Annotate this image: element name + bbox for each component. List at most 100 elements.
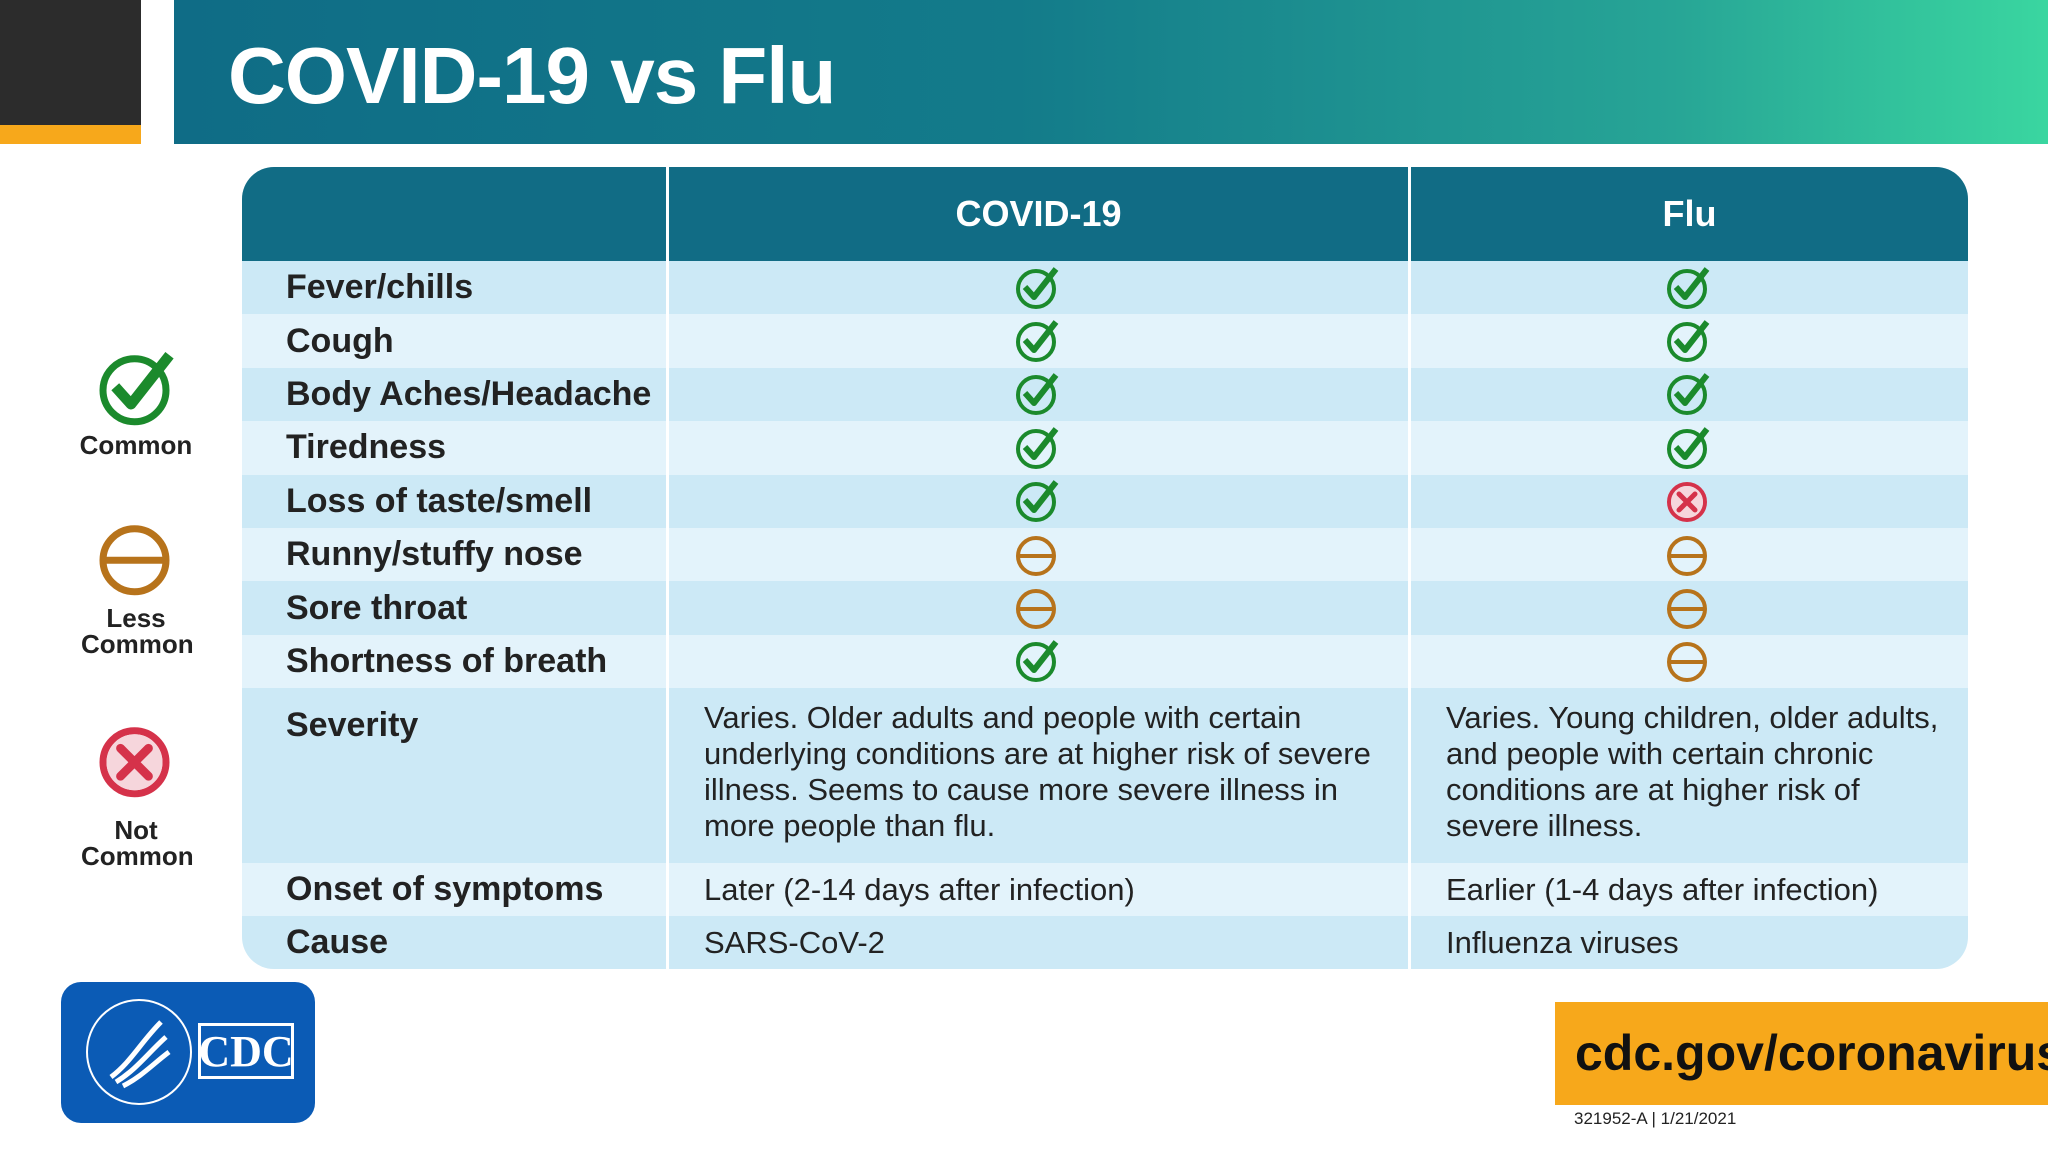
icon-cell	[666, 261, 1408, 315]
icon-cell	[1408, 527, 1968, 582]
legend-label: Common	[79, 430, 193, 460]
common-icon	[1666, 373, 1709, 416]
comparison-table: COVID-19 Flu Fever/chills Cough Body Aches/H…	[242, 167, 1968, 970]
common-icon	[1666, 266, 1709, 309]
common-icon	[1015, 373, 1058, 416]
row-label: Loss of taste/smell	[242, 474, 666, 528]
icon-ring	[1015, 428, 1056, 469]
icon-ring	[1015, 482, 1056, 523]
icon-ring	[1015, 375, 1056, 416]
row-label: Cause	[242, 916, 666, 970]
less-common-icon	[99, 525, 170, 596]
icon-check	[1022, 427, 1058, 460]
column-header: COVID-19	[666, 167, 1408, 261]
icon-check	[1673, 373, 1709, 407]
row-label: Shortness of breath	[242, 634, 666, 689]
row-label: Sore throat	[242, 581, 666, 635]
legend-icon	[96, 520, 184, 602]
common-icon	[1666, 427, 1709, 469]
text-cell: SARS-CoV-2	[666, 916, 1408, 970]
common-icon	[1015, 266, 1058, 309]
legend-icon	[96, 722, 184, 804]
icon-cell	[666, 581, 1408, 635]
icon-x	[1676, 491, 1697, 513]
legend-label: Less Common	[81, 603, 194, 659]
icon-cell	[666, 474, 1408, 528]
icon-cell	[666, 367, 1408, 422]
icon-ring	[99, 355, 170, 426]
common-icon	[1015, 320, 1058, 363]
column-header: Flu	[1408, 167, 1968, 261]
icon-check	[1673, 266, 1709, 300]
corner-block	[0, 0, 141, 125]
common-icon	[1666, 320, 1709, 363]
icon-ring	[1666, 428, 1707, 469]
row-label: Body Aches/Headache	[242, 367, 666, 422]
icon-check	[1673, 320, 1709, 354]
icon-x	[116, 743, 153, 781]
text-cell: Varies. Young children, older adults, an…	[1408, 688, 1968, 864]
text-cell: Later (2-14 days after infection)	[666, 863, 1408, 917]
less-common-icon	[1015, 535, 1056, 576]
url: cdc.gov/coronavirus	[1575, 1025, 2048, 1081]
icon-check	[111, 352, 174, 410]
row-label: Severity	[242, 688, 666, 864]
header-cell	[242, 167, 666, 261]
icon-ring	[1666, 268, 1707, 309]
row-label: Fever/chills	[242, 261, 666, 315]
less-common-icon	[1666, 535, 1707, 576]
icon-cell	[1408, 474, 1968, 528]
common-icon	[1015, 427, 1058, 469]
icon-cell	[1408, 421, 1968, 475]
icon-cell	[666, 314, 1408, 368]
common-icon	[1015, 640, 1058, 683]
hhs-seal	[86, 999, 192, 1105]
icon-cell	[1408, 634, 1968, 689]
icon-cell	[666, 634, 1408, 689]
icon-ring	[1015, 642, 1056, 683]
icon-check	[1022, 373, 1058, 407]
document-code: 321952-A | 1/21/2021	[1574, 1109, 1737, 1128]
icon-cell	[1408, 367, 1968, 422]
icon-ring	[1015, 322, 1056, 363]
url-box	[1555, 1002, 2048, 1105]
text-cell: Varies. Older adults and people with cer…	[666, 688, 1408, 864]
row-label: Cough	[242, 314, 666, 368]
row-label: Onset of symptoms	[242, 863, 666, 917]
less-common-icon	[1015, 589, 1056, 630]
icon-ring	[1015, 268, 1056, 309]
icon-check	[1673, 427, 1709, 460]
common-icon	[99, 352, 174, 426]
not-common-icon	[99, 727, 170, 798]
seal-eagle	[109, 1020, 171, 1089]
cdc-logo	[61, 982, 315, 1123]
icon-ring	[99, 727, 170, 798]
common-icon	[1015, 480, 1058, 523]
less-common-icon	[1666, 642, 1707, 683]
icon-ring	[1666, 322, 1707, 363]
icon-check	[1022, 320, 1058, 354]
row-label: Tiredness	[242, 421, 666, 475]
icon-cell	[666, 421, 1408, 475]
icon-check	[1022, 266, 1058, 300]
icon-ring	[1666, 482, 1707, 523]
row-label: Runny/stuffy nose	[242, 527, 666, 582]
icon-cell	[1408, 261, 1968, 315]
cdc-wordmark: CDC	[198, 1023, 294, 1079]
icon-check	[1022, 480, 1058, 514]
text-cell: Influenza viruses	[1408, 916, 1968, 970]
text-cell: Earlier (1-4 days after infection)	[1408, 863, 1968, 917]
legend-icon	[96, 350, 184, 432]
icon-ring	[1666, 375, 1707, 416]
icon-cell	[666, 527, 1408, 582]
icon-cell	[1408, 581, 1968, 635]
title: COVID-19 vs Flu	[228, 31, 836, 120]
seal-ring	[86, 999, 192, 1105]
header-band	[174, 0, 2048, 144]
not-common-icon	[1666, 482, 1707, 523]
less-common-icon	[1666, 589, 1707, 630]
icon-cell	[1408, 314, 1968, 368]
legend-label: Not Common	[81, 815, 194, 871]
corner-accent	[0, 125, 141, 144]
